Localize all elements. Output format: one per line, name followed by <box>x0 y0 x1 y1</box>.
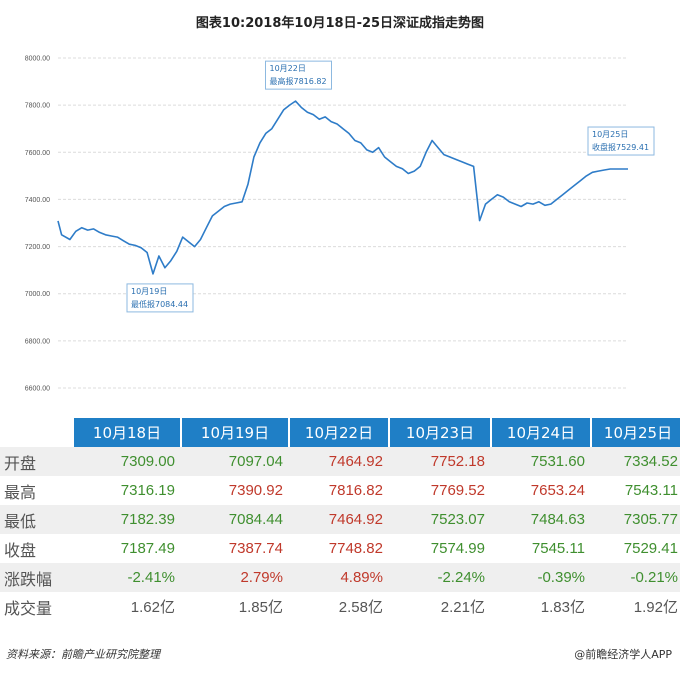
row-label: 涨跌幅 <box>0 563 73 592</box>
table-cell: 7543.11 <box>624 482 678 499</box>
chart-title: 图表10:2018年10月18日-25日深证成指走势图 <box>195 16 485 31</box>
table-cell: 7816.82 <box>328 482 383 499</box>
table-cell: 1.85亿 <box>238 599 283 616</box>
line-chart: 8000.00 7800.00 7600.00 7400.00 7200.00 7000.… <box>25 56 655 393</box>
table-cell: 7574.99 <box>430 540 485 557</box>
table-cell: 1.62亿 <box>130 599 175 616</box>
table-cell: 2.79% <box>181 563 289 592</box>
price-table: 10月18日 10月19日 10月22日 10月23日 10月24日 10月25… <box>0 418 680 621</box>
y-tick-label: 6800.00 <box>25 338 50 345</box>
table-cell: 7748.82 <box>328 540 383 557</box>
table-cell: 7653.24 <box>530 482 585 499</box>
table-cell: 7529.41 <box>623 540 678 557</box>
table-header-row: 10月18日 10月19日 10月22日 10月23日 10月24日 10月25… <box>0 418 680 447</box>
table-cell: 7309.00 <box>73 447 181 476</box>
annotation-text: 收盘报7529.41 <box>592 142 649 152</box>
table-row: 最高 7316.19 7390.92 7816.82 7769.52 7653.24 754… <box>0 476 680 505</box>
row-label: 开盘 <box>0 447 73 476</box>
table-cell: 7484.63 <box>491 505 591 534</box>
table-cell: 7084.44 <box>181 505 289 534</box>
table-row: 最低 7182.39 7084.44 7464.92 7523.07 7484.63 730… <box>0 505 680 534</box>
table-cell: -2.41% <box>73 563 181 592</box>
table-cell: 7769.52 <box>430 482 485 499</box>
table-cell: 7182.39 <box>73 505 181 534</box>
grid-layer <box>58 57 628 389</box>
index-line <box>57 100 628 275</box>
annotation-box <box>126 283 194 313</box>
y-tick-label: 6600.00 <box>25 386 50 393</box>
table-cell: 7545.11 <box>531 540 585 557</box>
y-axis: 8000.00 7800.00 7600.00 7400.00 7200.00 7000.… <box>25 56 50 393</box>
header-date: 10月18日 <box>72 418 181 447</box>
table-cell: 1.83亿 <box>540 599 585 616</box>
table-cell: 2.21亿 <box>440 599 485 616</box>
table-row: 开盘 7309.00 7097.04 7464.92 7752.18 7531.60 733… <box>0 447 680 476</box>
table-cell: 7387.74 <box>228 540 283 557</box>
table-cell: 7305.77 <box>591 505 680 534</box>
table-cell: 1.92亿 <box>633 599 678 616</box>
series-layer <box>57 100 628 275</box>
y-tick-label: 7000.00 <box>25 291 50 298</box>
brand-label: @前瞻经济学人APP <box>574 648 672 661</box>
header-date: 10月24日 <box>490 418 591 447</box>
annotation-date: 10月25日 <box>592 130 628 139</box>
table-cell: 7316.19 <box>120 482 175 499</box>
header-date: 10月22日 <box>288 418 389 447</box>
table-cell: -2.24% <box>389 563 491 592</box>
annotation-box <box>587 126 655 156</box>
table-cell: 7187.49 <box>120 540 175 557</box>
header-date: 10月23日 <box>388 418 491 447</box>
annotation-text: 最低报7084.44 <box>131 299 188 309</box>
table-cell: 2.58亿 <box>338 599 383 616</box>
row-label: 最低 <box>0 505 73 534</box>
header-date: 10月19日 <box>180 418 289 447</box>
table-cell: -0.21% <box>591 563 680 592</box>
y-tick-label: 7200.00 <box>25 244 50 251</box>
table-cell: 4.89% <box>289 563 389 592</box>
table-cell: 7523.07 <box>389 505 491 534</box>
source-note: 资料来源：前瞻产业研究院整理 <box>6 648 160 661</box>
annotation-text: 最高报7816.82 <box>270 76 327 86</box>
table-cell: 7334.52 <box>591 447 680 476</box>
y-tick-label: 7400.00 <box>25 197 50 204</box>
table-cell: -0.39% <box>491 563 591 592</box>
annotation-date: 10月22日 <box>270 64 306 73</box>
row-label: 成交量 <box>4 598 53 618</box>
table-cell: 7464.92 <box>289 447 389 476</box>
table-row: 成交量 1.62亿 1.85亿 2.58亿 2.21亿 1.83亿 1.92亿 <box>0 592 680 621</box>
table-cell: 7390.92 <box>228 482 283 499</box>
table-corner <box>0 418 73 447</box>
row-label: 最高 <box>4 482 37 502</box>
row-label: 收盘 <box>4 540 37 560</box>
table-body: 开盘 7309.00 7097.04 7464.92 7752.18 7531.60 733… <box>0 447 680 621</box>
table-cell: 7464.92 <box>289 505 389 534</box>
table-cell: 7097.04 <box>181 447 289 476</box>
annotation-box <box>265 60 332 90</box>
y-tick-label: 7800.00 <box>25 103 50 110</box>
table-row: 涨跌幅 -2.41% 2.79% 4.89% -2.24% -0.39% -0.21% <box>0 563 680 592</box>
table-cell: 7752.18 <box>389 447 491 476</box>
y-tick-label: 7600.00 <box>25 150 50 157</box>
table-row: 收盘 7187.49 7387.74 7748.82 7574.99 7545.11 752… <box>0 534 680 563</box>
y-tick-label: 8000.00 <box>25 56 50 63</box>
header-date: 10月25日 <box>590 418 680 447</box>
table-cell: 7531.60 <box>491 447 591 476</box>
annotation-date: 10月19日 <box>131 287 167 296</box>
